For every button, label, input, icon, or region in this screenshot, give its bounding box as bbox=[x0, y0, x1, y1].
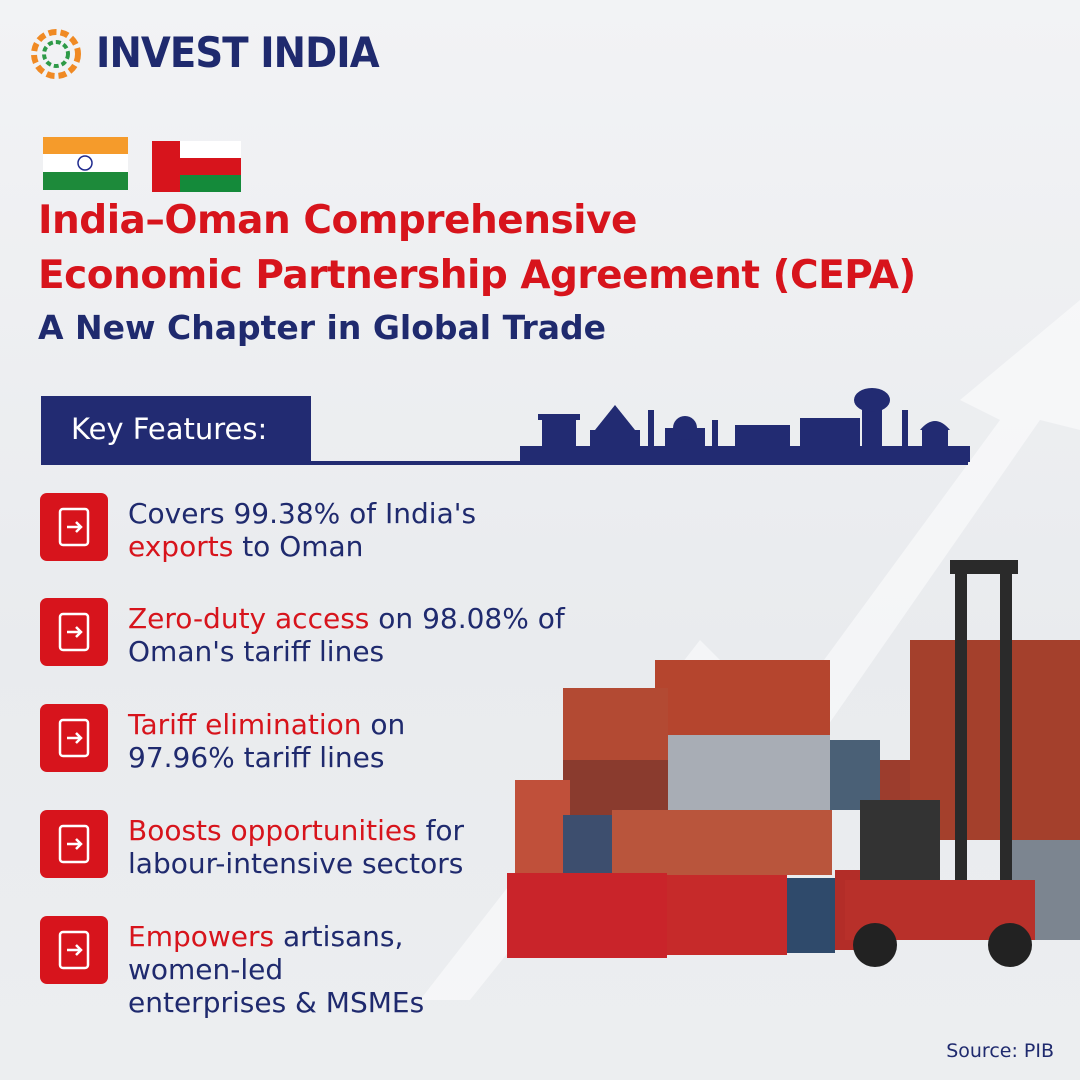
feature-text: Covers 99.38% of India's exports to Oman bbox=[128, 497, 476, 563]
body-text: on bbox=[361, 708, 406, 741]
emphasis-text: Empowers bbox=[128, 920, 275, 953]
emphasis-text: Zero-duty access bbox=[128, 602, 370, 635]
feature-text: Boosts opportunities for labour-intensive… bbox=[128, 814, 464, 880]
feature-line: exports to Oman bbox=[128, 530, 476, 563]
feature-line: women-led bbox=[128, 953, 424, 986]
feature-line: 97.96% tariff lines bbox=[128, 741, 405, 774]
feature-text: Zero-duty access on 98.08% of Oman's tari… bbox=[128, 602, 565, 668]
body-text: Covers 99.38% of India's bbox=[128, 497, 477, 530]
oman-flag bbox=[152, 141, 241, 192]
divider bbox=[41, 461, 968, 465]
emphasis-text: Tariff elimination bbox=[128, 708, 362, 741]
feature-line: Tariff elimination on bbox=[128, 708, 405, 741]
icon-glyph bbox=[58, 930, 90, 970]
emphasis-text: Boosts opportunities bbox=[128, 814, 417, 847]
body-text: women-led bbox=[128, 953, 284, 986]
feature-icon bbox=[40, 916, 108, 984]
body-text: enterprises & MSMEs bbox=[128, 986, 425, 1019]
feature-line: Empowers artisans, bbox=[128, 920, 424, 953]
body-text: 97.96% tariff lines bbox=[128, 741, 385, 774]
body-text: Oman's tariff lines bbox=[128, 635, 385, 668]
body-text: to Oman bbox=[233, 530, 364, 563]
feature-text: Tariff elimination on 97.96% tariff lines bbox=[128, 708, 405, 774]
feature-line: enterprises & MSMEs bbox=[128, 986, 424, 1019]
icon-glyph bbox=[58, 824, 90, 864]
feature-icon bbox=[40, 493, 108, 561]
source: Source: PIB bbox=[946, 1040, 1054, 1062]
feature-line: Oman's tariff lines bbox=[128, 635, 565, 668]
icon-glyph bbox=[58, 507, 90, 547]
feature-icon bbox=[40, 598, 108, 666]
icon-glyph bbox=[58, 718, 90, 758]
feature-line: labour-intensive sectors bbox=[128, 847, 464, 880]
emphasis-text: exports bbox=[128, 530, 234, 563]
section-label: Key Features: bbox=[41, 396, 311, 463]
india-flag bbox=[43, 137, 128, 190]
body-text: labour-intensive sectors bbox=[128, 847, 464, 880]
logo bbox=[31, 29, 81, 79]
feature-text: Empowers artisans, women-led enterprises &… bbox=[128, 920, 424, 1019]
title-line: Economic Partnership Agreement (CEPA) bbox=[38, 253, 916, 298]
body-text: on 98.08% of bbox=[369, 602, 565, 635]
skyline bbox=[520, 388, 970, 462]
icon-glyph bbox=[58, 612, 90, 652]
title-line: India–Oman Comprehensive bbox=[38, 198, 637, 243]
feature-line: Zero-duty access on 98.08% of bbox=[128, 602, 565, 635]
feature-line: Covers 99.38% of India's bbox=[128, 497, 476, 530]
subtitle: A New Chapter in Global Trade bbox=[38, 308, 607, 347]
feature-icon bbox=[40, 704, 108, 772]
feature-icon bbox=[40, 810, 108, 878]
body-text: artisans, bbox=[274, 920, 404, 953]
feature-line: Boosts opportunities for bbox=[128, 814, 464, 847]
containers bbox=[507, 560, 1080, 967]
brand: INVEST INDIA bbox=[96, 28, 380, 77]
body-text: for bbox=[416, 814, 465, 847]
